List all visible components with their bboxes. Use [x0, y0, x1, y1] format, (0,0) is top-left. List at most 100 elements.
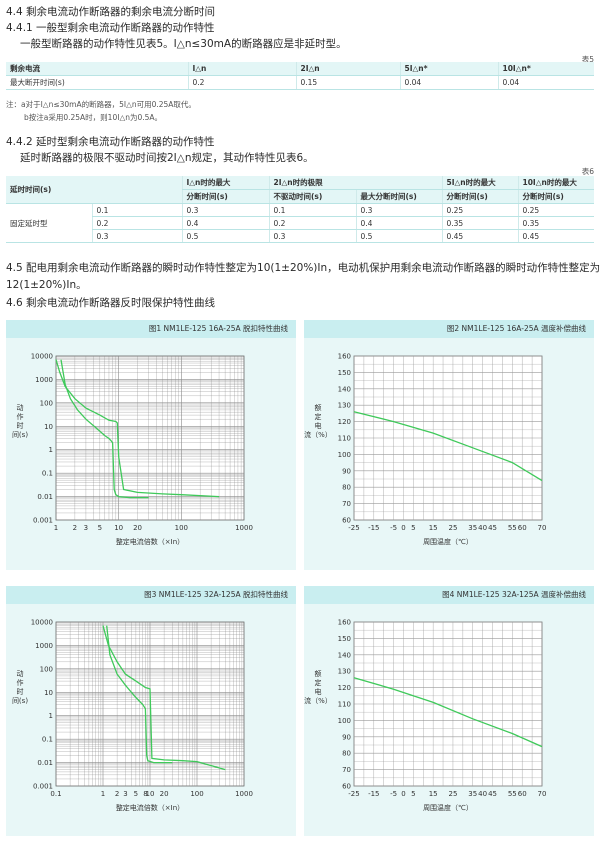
table5-note-a: 注：a对于I△n≤30mA的断路器，5I△n可用0.25A取代。 — [6, 100, 196, 109]
table5-cell: 0.2 — [187, 75, 296, 90]
x-tick-label: 0 — [401, 790, 405, 798]
table6-cell: 0.3 — [181, 203, 269, 217]
chart-panel-1: 图1 NM1LE-125 16A-25A 脱扣特性曲线 1 2 3 5 10 20 100 1… — [6, 320, 296, 570]
chart-panel-3: 图3 NM1LE-125 32A-125A 脱扣特性曲线 0.1 1 2 3 5 8 10 2… — [6, 586, 296, 836]
table6-cell: 0.45 — [441, 229, 518, 243]
y-tick-label: 1 — [49, 446, 53, 454]
table6-header-cell: 分断时间(s) — [441, 189, 518, 204]
table6-cell: 0.3 — [355, 203, 442, 217]
y-tick-label: 110 — [338, 435, 351, 443]
x-tick-label: 55 — [508, 790, 517, 798]
chart-4-title: 图4 NM1LE-125 32A-125A 温度补偿曲线 — [304, 586, 594, 604]
y-tick-label: 130 — [338, 668, 351, 676]
y-tick-label: 150 — [338, 369, 351, 377]
table6-cell: 0.35 — [517, 216, 594, 230]
x-tick-label: 1000 — [235, 524, 253, 532]
table6-header-cell: 最大分断时间(s) — [355, 189, 442, 204]
x-axis-label: 整定电流倍数（×In） — [116, 803, 184, 812]
y-tick-label: 100 — [40, 665, 53, 673]
x-tick-label: 40 — [478, 524, 487, 532]
paragraph-4-4-2: 延时断路器的极限不驱动时间按2I△n规定，其动作特性见表6。 — [20, 152, 314, 164]
y-tick-label: 130 — [338, 402, 351, 410]
y-tick-label: 90 — [342, 467, 351, 475]
table5-header-row: 剩余电流 I△n 2I△n 5I△n* 10I△n* — [6, 62, 594, 76]
y-tick-label: 140 — [338, 385, 351, 393]
y-tick-label: 120 — [338, 684, 351, 692]
y-tick-label: 0.001 — [33, 783, 53, 791]
table5-row: 最大断开时间(s) 0.2 0.15 0.04 0.04 — [6, 75, 594, 90]
chart-3-title: 图3 NM1LE-125 32A-125A 脱扣特性曲线 — [6, 586, 296, 604]
x-axis-label: 周围温度（℃） — [423, 803, 473, 812]
x-tick-label: 60 — [518, 790, 527, 798]
y-tick-label: 10000 — [31, 619, 53, 627]
table6-row: 固定延时型 0.1 0.3 0.1 0.3 0.25 0.25 — [6, 203, 594, 243]
x-tick-label: 35 — [468, 524, 477, 532]
table6-cell: 0.2 — [268, 216, 356, 230]
y-tick-label: 80 — [342, 484, 351, 492]
x-tick-label: -15 — [368, 524, 379, 532]
y-tick-label: 150 — [338, 635, 351, 643]
y-tick-label: 1 — [49, 712, 53, 720]
x-tick-label: 1000 — [235, 790, 253, 798]
table-5: 剩余电流 I△n 2I△n 5I△n* 10I△n* 最大断开时间(s) 0.2… — [6, 62, 594, 90]
table6-cell: 0.4 — [355, 216, 442, 230]
y-tick-label: 0.001 — [33, 517, 53, 525]
y-axis-label: 额定电流（%） — [304, 403, 332, 439]
x-tick-label: 100 — [190, 790, 203, 798]
x-tick-label: 70 — [538, 790, 547, 798]
x-tick-label: 100 — [175, 524, 188, 532]
table6-header-cell: 分断时间(s) — [181, 189, 269, 204]
table5-note-b: b按注a采用0.25A时，则10I△n为0.5A。 — [24, 113, 163, 122]
x-axis-label: 整定电流倍数（×In） — [116, 537, 184, 546]
table6-cell: 0.45 — [517, 229, 594, 243]
table6-label: 表6 — [581, 167, 594, 176]
series-line — [102, 625, 226, 771]
x-tick-label: 20 — [160, 790, 169, 798]
x-tick-label: -25 — [348, 790, 359, 798]
series-line — [353, 411, 543, 482]
x-tick-label: 5 — [411, 524, 415, 532]
table6-cell: 0.25 — [441, 203, 518, 217]
x-tick-label: 10 — [114, 524, 123, 532]
series-line — [353, 677, 543, 748]
x-tick-label: 45 — [488, 524, 497, 532]
chart-1-trip-curve: 1 2 3 5 10 20 100 1000 10000 1000 100 10 1 0.1 0.01 0.0… — [12, 353, 253, 547]
table6-header-cell: I△n时的最大 — [181, 176, 269, 190]
heading-4-4-2: 4.4.2 延时型剩余电流动作断路器的动作特性 — [6, 136, 215, 148]
y-tick-label: 0.1 — [42, 736, 53, 744]
y-tick-label: 100 — [338, 717, 351, 725]
table6-cell: 0.1 — [268, 203, 356, 217]
paragraph-4-4-1: 一般型断路器的动作特性见表5。I△n≤30mA的断路器应是非延时型。 — [20, 38, 347, 50]
chart-panel-2: 图2 NM1LE-125 16A-25A 温度补偿曲线 -25 -15 -5 0 5 15… — [304, 320, 594, 570]
x-tick-label: -5 — [390, 790, 397, 798]
x-tick-label: 25 — [448, 790, 457, 798]
table6-header-cell: 延时时间(s) — [6, 176, 182, 204]
y-tick-label: 90 — [342, 733, 351, 741]
x-tick-label: 0 — [401, 524, 405, 532]
chart-2-temperature-curve: -25 -15 -5 0 5 15 25 35 40 45 55 60 7016015014013012… — [304, 353, 547, 547]
table-6: 延时时间(s) I△n时的最大 2I△n时的极限 5I△n时的最大 10I△n时… — [6, 176, 594, 243]
x-axis-label: 周围温度（℃） — [423, 537, 473, 546]
heading-4-4: 4.4 剩余电流动作断路器的剩余电流分断时间 — [6, 6, 216, 18]
y-tick-label: 160 — [338, 353, 351, 361]
table5-header-cell: 10I△n* — [497, 62, 594, 76]
table6-header-cell: 2I△n时的极限 — [268, 176, 442, 190]
y-tick-label: 60 — [342, 517, 351, 525]
x-tick-label: 70 — [538, 524, 547, 532]
y-tick-label: 70 — [342, 500, 351, 508]
y-tick-label: 0.01 — [37, 759, 53, 767]
x-tick-label: -25 — [348, 524, 359, 532]
y-tick-label: 80 — [342, 750, 351, 758]
table6-cell: 0.2 — [91, 216, 182, 230]
table6-row: 0.3 0.5 0.3 0.5 0.45 0.45 — [6, 229, 594, 243]
x-tick-label: 10 — [146, 790, 155, 798]
y-tick-label: 0.1 — [42, 470, 53, 478]
series-line — [55, 359, 220, 498]
y-tick-label: 0.01 — [37, 493, 53, 501]
heading-4-5-line1: 4.5 配电用剩余电流动作断路器的瞬时动作特性整定为10(1±20%)In，电动… — [6, 262, 600, 274]
y-axis-label: 额定电流（%） — [304, 669, 332, 705]
table6-cell: 0.5 — [355, 229, 442, 243]
table6-cell: 0.3 — [268, 229, 356, 243]
x-tick-label: 25 — [448, 524, 457, 532]
y-tick-label: 100 — [40, 399, 53, 407]
